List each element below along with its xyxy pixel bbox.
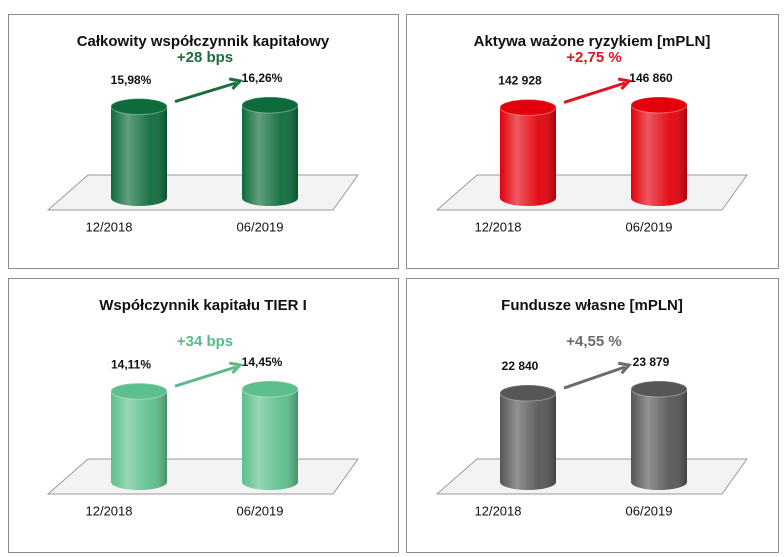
chart-title: Całkowity współczynnik kapitałowy — [77, 33, 330, 50]
value-label: 23 879 — [633, 355, 670, 369]
panel-border — [8, 14, 399, 269]
arrow-head — [617, 361, 632, 375]
cylinder-top — [499, 98, 557, 116]
value-label: 16,26% — [242, 71, 283, 85]
x-tick-label: 12/2018 — [475, 503, 522, 518]
cylinder-top — [110, 98, 168, 116]
value-label: 22 840 — [502, 359, 539, 373]
annotation: +34 bps — [177, 333, 233, 350]
cylinder-top — [499, 384, 557, 402]
x-tick-label: 06/2019 — [237, 503, 284, 518]
cylinder-shine — [111, 98, 167, 206]
cylinder-shine — [242, 97, 298, 206]
chart-title: Fundusze własne [mPLN] — [501, 297, 683, 314]
arrow-head — [228, 77, 243, 90]
cylinder-shine — [631, 381, 687, 490]
chart-panel: Całkowity współczynnik kapitałowy 15,98% 1… — [8, 14, 399, 269]
value-label: 14,11% — [111, 357, 151, 371]
panel-border — [8, 278, 399, 553]
annotation: +2,75 % — [566, 49, 621, 66]
cylinder-shine — [631, 97, 687, 206]
panel-border — [406, 278, 779, 553]
x-tick-label: 06/2019 — [626, 219, 673, 234]
cylinder-shine — [242, 381, 298, 490]
arrow-head — [228, 361, 243, 375]
cylinder-top — [241, 380, 299, 398]
x-tick-label: 06/2019 — [626, 503, 673, 518]
cylinder-shine — [500, 385, 556, 490]
cylinder-shine — [111, 383, 167, 490]
floor — [435, 458, 748, 495]
cylinder-top — [110, 382, 168, 400]
x-tick-label: 06/2019 — [237, 219, 284, 234]
arrow-line — [174, 365, 237, 388]
chart-panel: Fundusze własne [mPLN] 22 840 12/2018 23 87… — [406, 278, 779, 553]
chart-title: Współczynnik kapitału TIER I — [99, 297, 307, 314]
value-label: 14,45% — [242, 355, 283, 369]
chart-panel: Aktywa ważone ryzykiem [mPLN] 142 928 12/2… — [406, 14, 779, 269]
cylinder-shine — [500, 99, 556, 206]
chart-title: Aktywa ważone ryzykiem [mPLN] — [474, 33, 711, 50]
x-tick-label: 12/2018 — [86, 503, 133, 518]
cylinder-top — [241, 96, 299, 114]
value-label: 142 928 — [498, 74, 542, 88]
cylinder-top — [630, 380, 688, 398]
arrow-head — [617, 77, 632, 91]
value-label: 146 860 — [629, 71, 673, 85]
floor — [435, 174, 748, 211]
arrow-line — [563, 81, 626, 104]
annotation: +28 bps — [177, 49, 233, 66]
annotation: +4,55 % — [566, 333, 621, 350]
value-label: 15,98% — [111, 73, 152, 87]
floor — [46, 174, 359, 211]
arrow-line — [174, 81, 237, 104]
chart-panel: Współczynnik kapitału TIER I 14,11% 12/201… — [8, 278, 399, 553]
x-tick-label: 12/2018 — [475, 219, 522, 234]
arrow-line — [563, 365, 626, 390]
floor — [46, 458, 359, 495]
cylinder-top — [630, 96, 688, 114]
panel-border — [406, 14, 779, 269]
x-tick-label: 12/2018 — [86, 219, 133, 234]
